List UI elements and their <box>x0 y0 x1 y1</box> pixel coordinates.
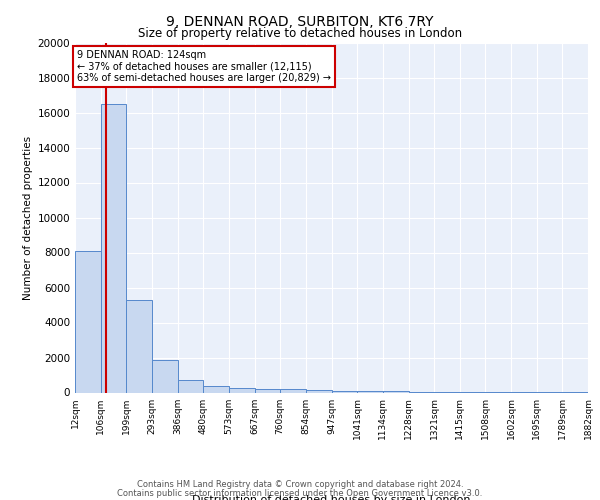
Text: Contains public sector information licensed under the Open Government Licence v3: Contains public sector information licen… <box>118 488 482 498</box>
Text: 9 DENNAN ROAD: 124sqm
← 37% of detached houses are smaller (12,115)
63% of semi-: 9 DENNAN ROAD: 124sqm ← 37% of detached … <box>77 50 331 82</box>
Bar <box>101 104 127 393</box>
Bar <box>331 391 357 392</box>
Bar <box>280 389 306 392</box>
Bar <box>178 380 203 392</box>
Text: Contains HM Land Registry data © Crown copyright and database right 2024.: Contains HM Land Registry data © Crown c… <box>137 480 463 489</box>
X-axis label: Distribution of detached houses by size in London: Distribution of detached houses by size … <box>192 495 471 500</box>
Bar <box>254 389 280 392</box>
Bar <box>357 391 383 392</box>
Y-axis label: Number of detached properties: Number of detached properties <box>23 136 33 300</box>
Bar <box>152 360 178 392</box>
Bar <box>127 300 152 392</box>
Text: Size of property relative to detached houses in London: Size of property relative to detached ho… <box>138 28 462 40</box>
Bar <box>229 388 254 392</box>
Bar <box>203 386 229 392</box>
Bar <box>75 251 101 392</box>
Bar <box>306 390 331 392</box>
Text: 9, DENNAN ROAD, SURBITON, KT6 7RY: 9, DENNAN ROAD, SURBITON, KT6 7RY <box>166 15 434 29</box>
